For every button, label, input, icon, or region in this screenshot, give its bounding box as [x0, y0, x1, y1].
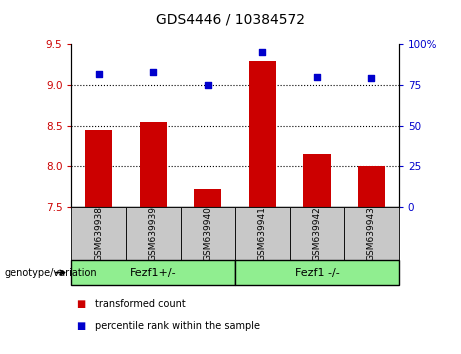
Text: Fezf1+/-: Fezf1+/- — [130, 268, 177, 278]
Bar — [358, 166, 385, 207]
Point — [259, 50, 266, 55]
Text: ■: ■ — [76, 299, 85, 309]
Text: GDS4446 / 10384572: GDS4446 / 10384572 — [156, 12, 305, 27]
Bar — [71, 207, 126, 260]
Point — [204, 82, 212, 88]
Bar — [85, 130, 112, 207]
Point — [95, 71, 102, 76]
Text: ■: ■ — [76, 321, 85, 331]
Point — [368, 76, 375, 81]
Point — [313, 74, 321, 80]
Point — [149, 69, 157, 75]
Bar — [235, 207, 290, 260]
Bar — [126, 207, 181, 260]
Text: GSM639941: GSM639941 — [258, 206, 267, 261]
Text: genotype/variation: genotype/variation — [5, 268, 97, 278]
Text: GSM639942: GSM639942 — [313, 206, 321, 261]
Text: GSM639939: GSM639939 — [149, 206, 158, 261]
Text: Fezf1 -/-: Fezf1 -/- — [295, 268, 339, 278]
Text: transformed count: transformed count — [95, 299, 185, 309]
Text: GSM639943: GSM639943 — [367, 206, 376, 261]
Bar — [181, 207, 235, 260]
Text: percentile rank within the sample: percentile rank within the sample — [95, 321, 260, 331]
Text: GSM639940: GSM639940 — [203, 206, 213, 261]
Bar — [194, 189, 221, 207]
Bar — [290, 207, 344, 260]
Bar — [303, 154, 331, 207]
Text: GSM639938: GSM639938 — [94, 206, 103, 261]
Bar — [344, 207, 399, 260]
Bar — [71, 260, 235, 285]
Bar — [249, 61, 276, 207]
Bar — [140, 122, 167, 207]
Bar — [235, 260, 399, 285]
